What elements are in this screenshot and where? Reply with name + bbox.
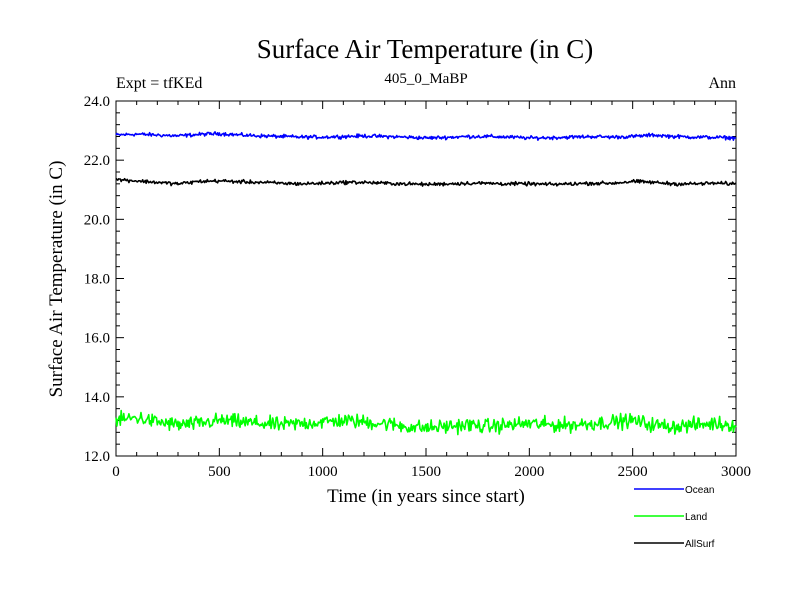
y-axis-label: Surface Air Temperature (in C)	[46, 161, 67, 398]
x-tick-label: 500	[208, 464, 231, 480]
chart-title: Surface Air Temperature (in C)	[257, 34, 594, 64]
y-tick-label: 12.0	[84, 449, 110, 465]
series-layer	[115, 131, 737, 436]
y-tick-label: 20.0	[84, 212, 110, 228]
season-label: Ann	[708, 75, 736, 92]
x-tick-label: 2000	[514, 464, 544, 480]
x-tick-label: 0	[112, 464, 120, 480]
legend-label-allsurf: AllSurf	[685, 539, 715, 550]
x-axis-label: Time (in years since start)	[327, 486, 525, 507]
legend-label-land: Land	[685, 512, 707, 523]
y-tick-label: 22.0	[84, 153, 110, 169]
x-tick-label: 1000	[308, 464, 338, 480]
plot-frame	[115, 100, 737, 457]
series-line-land	[115, 409, 737, 436]
x-tick-label: 2500	[618, 464, 648, 480]
plot-area: 0 500 1000 1500 2000 2500 3000 12.0 14.0 16.0 18.…	[84, 94, 751, 480]
y-tick-label: 16.0	[84, 331, 110, 347]
x-axis: 0 500 1000 1500 2000 2500 3000	[112, 101, 751, 480]
y-tick-label: 18.0	[84, 272, 110, 288]
y-axis: 12.0 14.0 16.0 18.0 20.0 22.0 24.0	[84, 94, 736, 465]
legend: Ocean Land AllSurf	[634, 485, 715, 550]
series-line-ocean	[115, 131, 737, 141]
legend-label-ocean: Ocean	[685, 485, 714, 496]
y-tick-label: 14.0	[84, 390, 110, 406]
series-line-allsurf	[115, 177, 737, 187]
period-label: 405_0_MaBP	[384, 71, 467, 87]
x-tick-label: 3000	[721, 464, 751, 480]
y-tick-label: 24.0	[84, 94, 110, 110]
x-tick-label: 1500	[411, 464, 441, 480]
experiment-label: Expt = tfKEd	[116, 75, 202, 92]
